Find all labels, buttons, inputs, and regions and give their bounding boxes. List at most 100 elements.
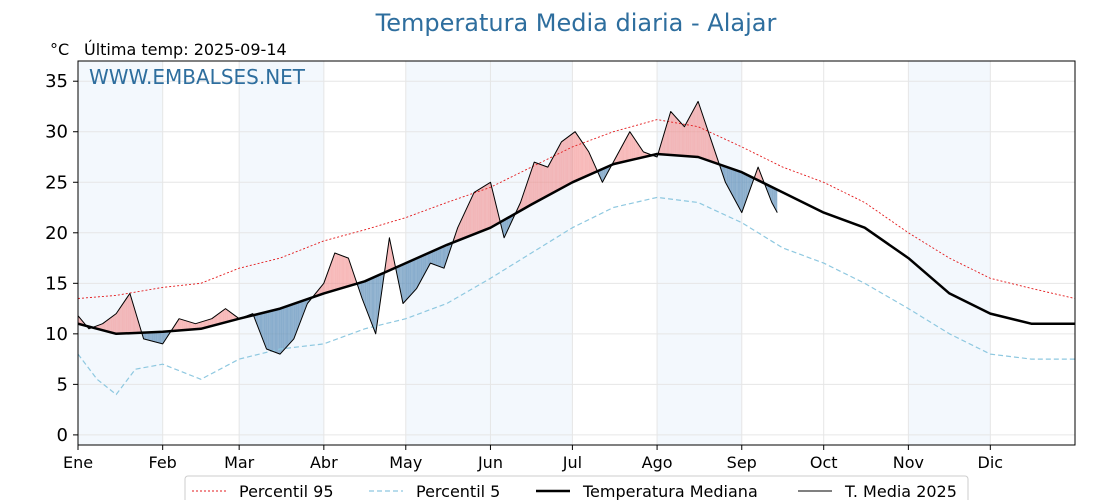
fill-above-median (195, 323, 197, 330)
fill-above-median (494, 198, 496, 226)
legend-label-2: Temperatura Mediana (582, 482, 758, 500)
fill-above-median (670, 111, 673, 156)
fill-below-median (736, 170, 738, 205)
fill-above-median (677, 119, 679, 156)
fill-above-median (327, 268, 330, 293)
fill-above-median (572, 132, 574, 183)
y-tick-label-0: 0 (57, 425, 68, 446)
fill-below-median (423, 254, 425, 276)
fill-above-median (704, 121, 707, 160)
legend-frame (184, 475, 969, 500)
fill-above-median (710, 137, 712, 162)
fill-below-median (504, 219, 506, 238)
fill-above-median (228, 310, 230, 322)
fill-below-median (415, 258, 417, 290)
fill-below-median (407, 261, 409, 299)
fill-below-median (444, 245, 446, 269)
fill-below-median (284, 306, 286, 350)
fill-above-median (123, 301, 125, 334)
fill-above-median (678, 120, 681, 156)
x-tick-label-oct: Oct (810, 453, 838, 472)
fill-above-median (493, 193, 495, 227)
fill-above-median (334, 253, 337, 291)
fill-below-median (293, 303, 296, 339)
fill-above-median (699, 105, 701, 158)
fill-above-median (688, 116, 690, 157)
fill-above-median (342, 256, 345, 288)
fill-above-median (696, 101, 699, 157)
fill-below-median (255, 314, 257, 325)
fill-above-median (583, 143, 585, 178)
fill-below-median (728, 167, 730, 190)
fill-above-median (669, 111, 671, 155)
fill-above-median (217, 313, 219, 325)
fill-above-median (676, 117, 678, 156)
fill-below-median (733, 169, 735, 200)
fill-above-median (338, 254, 341, 289)
x-tick-label-nov: Nov (893, 453, 924, 472)
y-tick-label-30: 30 (45, 122, 68, 143)
fill-below-median (276, 309, 278, 354)
fill-above-median (333, 253, 335, 291)
fill-above-median (561, 140, 563, 189)
fill-below-median (269, 310, 271, 351)
watermark: WWW.EMBALSES.NET (89, 65, 306, 89)
fill-above-median (546, 166, 548, 197)
fill-below-median (428, 252, 431, 266)
fill-above-median (133, 307, 136, 334)
fill-above-median (206, 319, 208, 328)
fill-above-median (344, 256, 346, 288)
fill-below-median (441, 246, 443, 268)
legend-label-3: T. Media 2025 (844, 482, 957, 500)
fill-below-median (164, 331, 166, 342)
fill-above-median (484, 184, 487, 230)
fill-above-median (562, 139, 565, 188)
fill-above-median (575, 131, 577, 182)
fill-above-median (487, 183, 490, 229)
fill-above-median (116, 311, 118, 334)
fill-above-median (681, 123, 684, 156)
fill-above-median (542, 165, 544, 199)
fill-above-median (118, 307, 121, 334)
x-tick-label-abr: Abr (310, 453, 338, 472)
fill-above-median (340, 255, 342, 289)
fill-above-median (224, 308, 226, 323)
fill-above-median (471, 195, 473, 236)
fill-above-median (698, 101, 700, 158)
fill-below-median (734, 169, 737, 203)
fill-above-median (188, 321, 190, 330)
fill-below-median (408, 261, 410, 298)
x-tick-label-sep: Sep (727, 453, 757, 472)
fill-below-median (144, 332, 147, 340)
fill-above-median (329, 264, 331, 292)
fill-below-median (150, 332, 152, 342)
x-tick-label-dic: Dic (978, 453, 1004, 472)
fill-below-median (363, 281, 365, 306)
fill-below-median (729, 167, 731, 193)
fill-above-median (591, 158, 593, 174)
fill-above-median (674, 116, 677, 156)
x-tick-label-mar: Mar (224, 453, 255, 472)
fill-above-median (489, 182, 491, 229)
fill-above-median (483, 185, 485, 231)
fill-above-median (497, 210, 499, 224)
fill-below-median (770, 186, 772, 203)
fill-below-median (419, 256, 421, 284)
fill-above-median (464, 210, 466, 238)
fill-below-median (291, 304, 293, 342)
fill-above-median (672, 113, 674, 156)
fill-below-median (732, 168, 734, 198)
fill-below-median (430, 251, 432, 264)
fill-above-median (693, 106, 696, 157)
legend-label-1: Percentil 5 (416, 482, 500, 500)
fill-below-median (411, 260, 413, 295)
fill-above-median (590, 154, 592, 175)
fill-below-median (603, 167, 606, 180)
fill-above-median (221, 310, 223, 324)
fill-above-median (556, 149, 558, 192)
y-tick-label-25: 25 (45, 172, 68, 193)
fill-below-median (273, 309, 275, 353)
fill-below-median (151, 332, 154, 342)
fill-below-median (431, 250, 434, 265)
